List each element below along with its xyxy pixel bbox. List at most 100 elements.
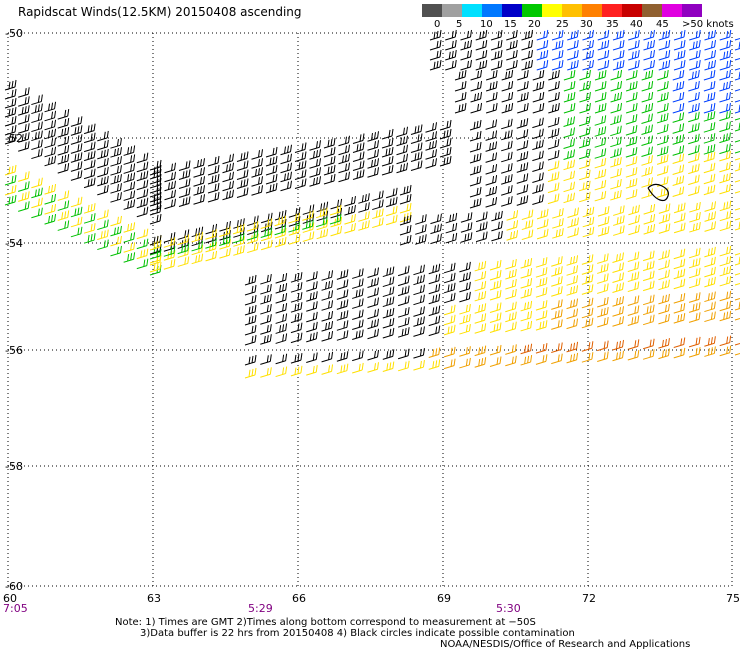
wind-barb <box>372 199 384 211</box>
time-label: 5:30 <box>496 602 521 615</box>
wind-barb <box>244 354 257 366</box>
wind-barb <box>734 179 740 183</box>
wind-barb <box>719 161 731 173</box>
wind-barb <box>236 178 249 189</box>
wind-barb <box>415 234 427 245</box>
time-label: 5:29 <box>248 602 273 615</box>
wind-barb <box>316 228 329 240</box>
wind-barb <box>719 183 731 195</box>
wind-barb <box>704 221 717 232</box>
wind-barb <box>625 178 638 189</box>
wind-barb <box>551 342 563 353</box>
wind-barb <box>719 150 731 162</box>
wind-barb <box>425 122 437 133</box>
wind-barb <box>57 127 70 138</box>
wind-barb <box>582 49 594 61</box>
wind-barb <box>475 39 488 51</box>
wind-barb <box>70 152 83 163</box>
wind-barb <box>643 29 655 41</box>
wind-barb <box>566 341 579 353</box>
wind-barb <box>475 59 488 71</box>
wind-barb <box>83 132 96 144</box>
wind-barb <box>551 29 564 41</box>
island-outline <box>647 183 669 202</box>
wind-barb <box>612 49 625 61</box>
wind-barb <box>551 39 564 51</box>
wind-barb <box>505 355 517 367</box>
wind-barb <box>275 293 288 304</box>
wind-barb <box>658 213 671 224</box>
wind-barb <box>18 87 30 98</box>
wind-barb <box>489 269 502 281</box>
wind-barb <box>532 172 544 183</box>
wind-barb <box>474 303 487 314</box>
wind-barb <box>505 278 517 290</box>
wind-barb <box>532 91 545 103</box>
wind-barb <box>578 191 591 203</box>
wind-barb <box>641 166 653 177</box>
wind-barb <box>578 137 591 149</box>
wind-barb <box>734 104 740 114</box>
wind-barb <box>719 91 731 103</box>
wind-barb <box>460 59 472 71</box>
wind-barb <box>413 284 425 296</box>
wind-barb <box>548 69 560 81</box>
wind-barb <box>330 225 343 237</box>
wind-barb <box>532 161 544 172</box>
wind-barb <box>18 191 30 202</box>
wind-barb <box>582 206 595 218</box>
wind-barb <box>97 139 109 151</box>
wind-barb <box>578 158 591 170</box>
wind-barb <box>367 297 379 308</box>
wind-barb <box>382 349 395 360</box>
wind-barb <box>689 39 701 51</box>
wind-barb <box>399 234 412 246</box>
wind-barb <box>413 326 425 337</box>
wind-barb <box>83 177 96 189</box>
wind-barb <box>719 29 732 41</box>
wind-barb <box>489 322 502 333</box>
wind-barb <box>385 214 398 226</box>
wind-barb <box>275 303 288 314</box>
wind-barb <box>475 231 488 243</box>
wind-barb <box>367 140 379 151</box>
wind-barb <box>207 155 220 167</box>
wind-barb <box>83 233 96 244</box>
wind-barb <box>551 276 563 287</box>
wind-barb <box>219 226 231 238</box>
wind-barb <box>31 94 43 106</box>
wind-barb <box>367 328 379 340</box>
wind-barb <box>642 250 655 262</box>
wind-barb <box>532 102 545 114</box>
wind-barb <box>244 274 257 286</box>
lat-label: -52 <box>5 132 23 145</box>
wind-barb <box>222 162 234 174</box>
wind-barb <box>517 102 529 114</box>
wind-barb <box>657 91 669 103</box>
wind-barb <box>205 238 217 249</box>
wind-barb <box>704 39 716 51</box>
wind-barb <box>302 231 315 242</box>
wind-barb <box>532 150 544 162</box>
wind-barb <box>18 171 30 182</box>
wind-barb <box>535 300 548 311</box>
wind-barb <box>688 91 700 103</box>
wind-barb <box>578 169 591 181</box>
wind-barb <box>260 273 272 285</box>
wind-barb <box>552 218 564 229</box>
wind-barb <box>397 307 410 318</box>
wind-barb <box>641 69 654 81</box>
wind-barb <box>516 162 529 173</box>
wind-barb <box>597 226 610 237</box>
wind-barb <box>597 316 609 328</box>
wind-barb <box>149 239 162 251</box>
wind-barb <box>149 243 162 255</box>
wind-barb <box>149 159 162 171</box>
wind-barbs <box>4 29 740 379</box>
wind-barb <box>428 283 441 295</box>
wind-barb <box>110 235 122 247</box>
wind-barb <box>123 154 136 165</box>
legend-swatch <box>662 4 682 17</box>
wind-barb <box>136 161 149 173</box>
wind-barb <box>612 29 625 41</box>
